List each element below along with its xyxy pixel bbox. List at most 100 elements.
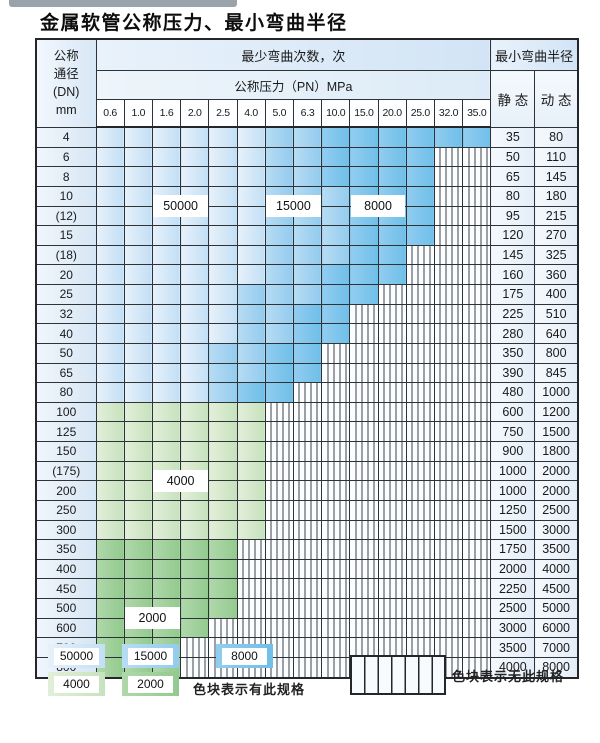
cycle-count-label: 8000 xyxy=(350,195,406,217)
dynamic-radius-value: 845 xyxy=(534,362,579,384)
spec-map-cell xyxy=(377,558,407,580)
dn-value: 10 xyxy=(35,185,97,207)
spec-map-cell xyxy=(349,558,379,580)
spec-map-cell xyxy=(264,441,294,462)
static-radius-value: 35 xyxy=(490,126,536,148)
spec-map-cell xyxy=(433,519,464,541)
static-radius-value: 175 xyxy=(490,284,536,305)
spec-map-cell xyxy=(208,617,238,639)
spec-map-cell xyxy=(151,166,182,187)
spec-map-cell xyxy=(180,637,210,658)
spec-map-cell xyxy=(151,303,182,325)
spec-map-cell xyxy=(433,598,464,619)
spec-map-cell xyxy=(95,460,125,482)
spec-map-cell xyxy=(321,166,351,187)
pressure-tick: 1.6 xyxy=(151,99,182,128)
spec-map-cell xyxy=(264,598,294,619)
static-radius-value: 280 xyxy=(490,323,536,344)
spec-map-cell xyxy=(208,519,238,541)
spec-map-cell xyxy=(151,284,182,305)
spec-map-cell xyxy=(123,558,153,580)
spec-map-cell xyxy=(180,362,210,384)
spec-map-cell xyxy=(349,578,379,599)
spec-map-cell xyxy=(208,421,238,442)
spec-map-cell xyxy=(264,519,294,541)
pressure-tick: 4.0 xyxy=(236,99,266,128)
spec-map-cell xyxy=(292,244,323,266)
dn-value: 450 xyxy=(35,578,97,599)
spec-map-cell xyxy=(151,225,182,246)
dn-header-line: (DN) xyxy=(53,85,80,100)
spec-map-cell xyxy=(292,519,323,541)
spec-map-cell xyxy=(349,323,379,344)
spec-map-cell xyxy=(151,519,182,541)
spec-map-cell xyxy=(208,441,238,462)
spec-map-cell xyxy=(377,323,407,344)
spec-map-cell xyxy=(95,578,125,599)
spec-map-cell xyxy=(321,323,351,344)
spec-map-cell xyxy=(236,617,266,639)
dynamic-radius-value: 80 xyxy=(534,126,579,148)
table-row: 80 480 1000 xyxy=(35,382,579,403)
spec-map-cell xyxy=(292,166,323,187)
spec-map-cell xyxy=(405,460,435,482)
spec-map-cell xyxy=(208,342,238,364)
dn-value: 80 xyxy=(35,382,97,403)
static-radius-value: 4000 xyxy=(490,656,536,679)
dynamic-radius-value: 1500 xyxy=(534,421,579,442)
spec-map-cell xyxy=(321,205,351,227)
pressure-tick: 1.0 xyxy=(123,99,153,128)
spec-map-cell xyxy=(433,126,464,148)
spec-map-cell xyxy=(349,166,379,187)
spec-map-cell xyxy=(264,401,294,423)
spec-map-cell xyxy=(405,401,435,423)
spec-map-cell xyxy=(208,146,238,168)
table-row: 65 390 845 xyxy=(35,362,579,384)
spec-map-cell xyxy=(208,185,238,207)
dn-value: 200 xyxy=(35,480,97,501)
spec-map-cell xyxy=(292,460,323,482)
spec-map-cell xyxy=(321,146,351,168)
spec-map-cell xyxy=(321,185,351,207)
spec-map-cell xyxy=(405,323,435,344)
nominal-pressure-header: 公称压力（PN）MPa xyxy=(95,70,492,100)
spec-map-cell xyxy=(236,342,266,364)
static-radius-value: 750 xyxy=(490,421,536,442)
spec-map-cell xyxy=(95,323,125,344)
page-title: 金属软管公称压力、最小弯曲半径 xyxy=(40,12,348,34)
spec-map-cell xyxy=(462,126,492,148)
spec-map-cell xyxy=(180,558,210,580)
spec-map-cell xyxy=(462,362,492,384)
spec-map-cell xyxy=(123,244,153,266)
spec-map-cell xyxy=(95,558,125,580)
pressure-tick: 32.0 xyxy=(433,99,464,128)
dynamic-radius-value: 360 xyxy=(534,264,579,285)
spec-map-cell xyxy=(151,578,182,599)
table-row: 250 1250 2500 xyxy=(35,499,579,521)
pressure-tick: 25.0 xyxy=(405,99,435,128)
spec-map-cell xyxy=(292,323,323,344)
static-radius-value: 50 xyxy=(490,146,536,168)
pressure-tick: 6.3 xyxy=(292,99,323,128)
spec-map-cell xyxy=(236,146,266,168)
spec-map-cell xyxy=(151,558,182,580)
spec-map-cell xyxy=(321,598,351,619)
spec-map-cell xyxy=(264,126,294,148)
spec-map-cell xyxy=(95,185,125,207)
spec-map-cell xyxy=(236,185,266,207)
spec-map-cell xyxy=(377,421,407,442)
dynamic-radius-value: 110 xyxy=(534,146,579,168)
spec-map-cell xyxy=(95,401,125,423)
table-row: 350 1750 3500 xyxy=(35,539,579,560)
spec-map-cell xyxy=(180,323,210,344)
spec-map-cell xyxy=(95,441,125,462)
legend-swatch-label: 2000 xyxy=(128,675,173,693)
spec-map-cell xyxy=(264,558,294,580)
spec-map-cell xyxy=(405,362,435,384)
spec-map-cell xyxy=(321,460,351,482)
spec-map-cell xyxy=(236,284,266,305)
spec-map-cell xyxy=(321,519,351,541)
table-row: 8 65 145 xyxy=(35,166,579,187)
spec-map-cell xyxy=(321,342,351,364)
spec-map-cell xyxy=(264,284,294,305)
